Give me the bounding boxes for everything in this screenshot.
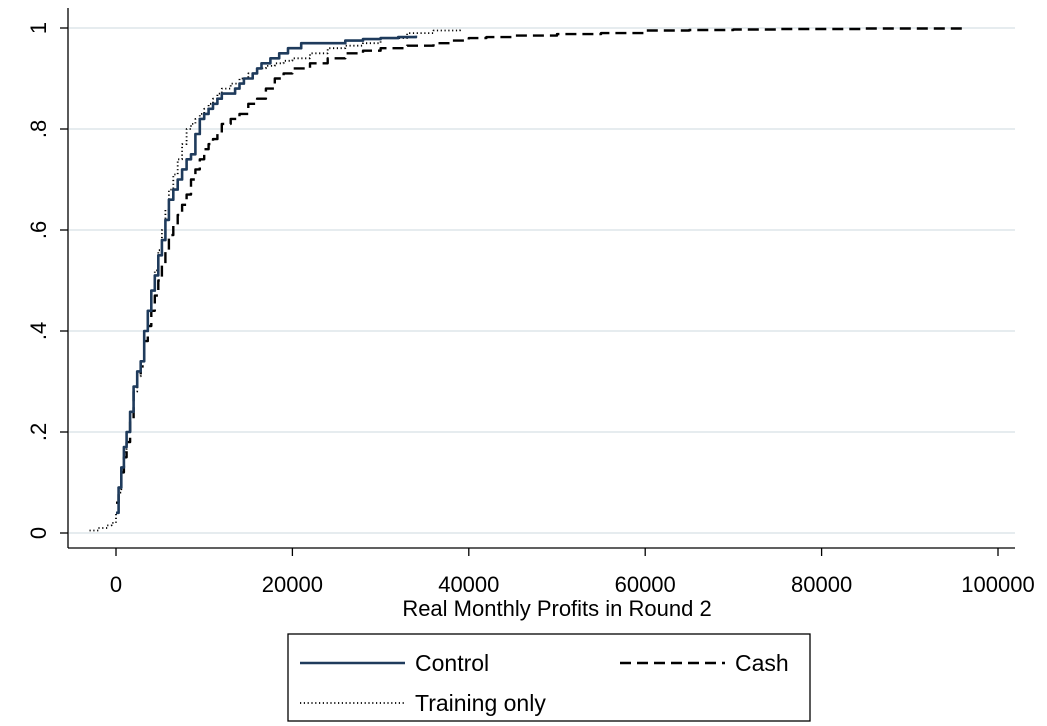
series-line-cash <box>116 27 964 504</box>
y-tick-label-3: .6 <box>26 221 51 239</box>
series-line-training-only <box>89 29 461 532</box>
legend-label-control: Control <box>415 650 489 676</box>
x-tick-label-1: 20000 <box>262 572 323 597</box>
axes: 0 .2 .4 .6 .8 1 0 20000 40000 60000 80000 100000 <box>26 8 1035 597</box>
legend-label-training-only: Training only <box>415 690 546 716</box>
legend: Control Cash Training only <box>287 633 811 722</box>
x-axis-title: Real Monthly Profits in Round 2 <box>402 596 711 621</box>
y-tick-label-5: 1 <box>26 22 51 34</box>
x-tick-label-5: 100000 <box>961 572 1034 597</box>
x-tick-label-2: 40000 <box>438 572 499 597</box>
y-tick-label-2: .4 <box>26 322 51 340</box>
y-tick-label-0: 0 <box>26 527 51 539</box>
series-lines <box>89 27 964 532</box>
y-tick-label-4: .8 <box>26 120 51 138</box>
x-tick-label-3: 60000 <box>615 572 676 597</box>
x-tick-label-0: 0 <box>110 572 122 597</box>
legend-label-cash: Cash <box>735 650 789 676</box>
y-tick-label-1: .2 <box>26 423 51 441</box>
x-tick-label-4: 80000 <box>791 572 852 597</box>
legend-box <box>287 633 811 722</box>
series-line-control <box>116 35 418 515</box>
